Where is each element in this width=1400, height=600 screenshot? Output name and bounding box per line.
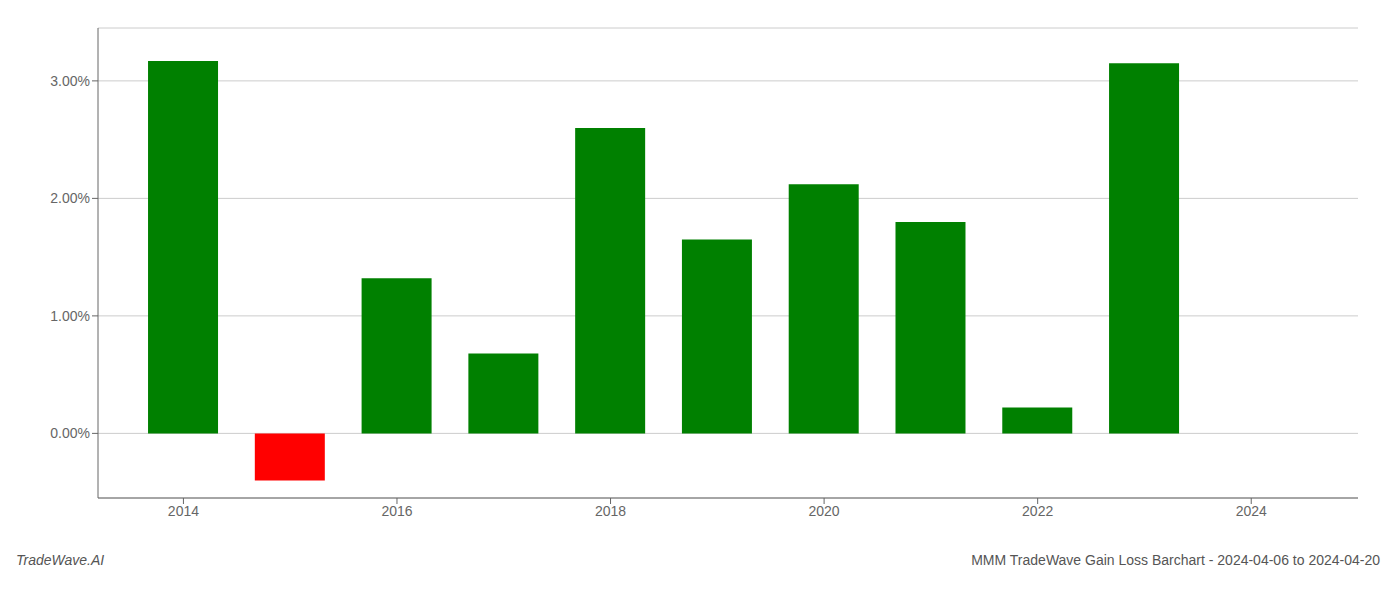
svg-text:3.00%: 3.00% <box>50 73 90 89</box>
svg-text:2.00%: 2.00% <box>50 190 90 206</box>
svg-text:2016: 2016 <box>381 503 412 519</box>
html-text:MMM TradeWave Gain Loss Barcha: MMM TradeWave Gain Loss Barchart - 2024-… <box>971 552 1380 568</box>
svg-text:2022: 2022 <box>1022 503 1053 519</box>
svg-text:0.00%: 0.00% <box>50 425 90 441</box>
svg-text:2014: 2014 <box>168 503 199 519</box>
html-text:TradeWave.AI: TradeWave.AI <box>16 552 105 568</box>
svg-text:2018: 2018 <box>595 503 626 519</box>
svg-text:2024: 2024 <box>1236 503 1267 519</box>
svg-text:2020: 2020 <box>809 503 840 519</box>
svg-text:1.00%: 1.00% <box>50 308 90 324</box>
